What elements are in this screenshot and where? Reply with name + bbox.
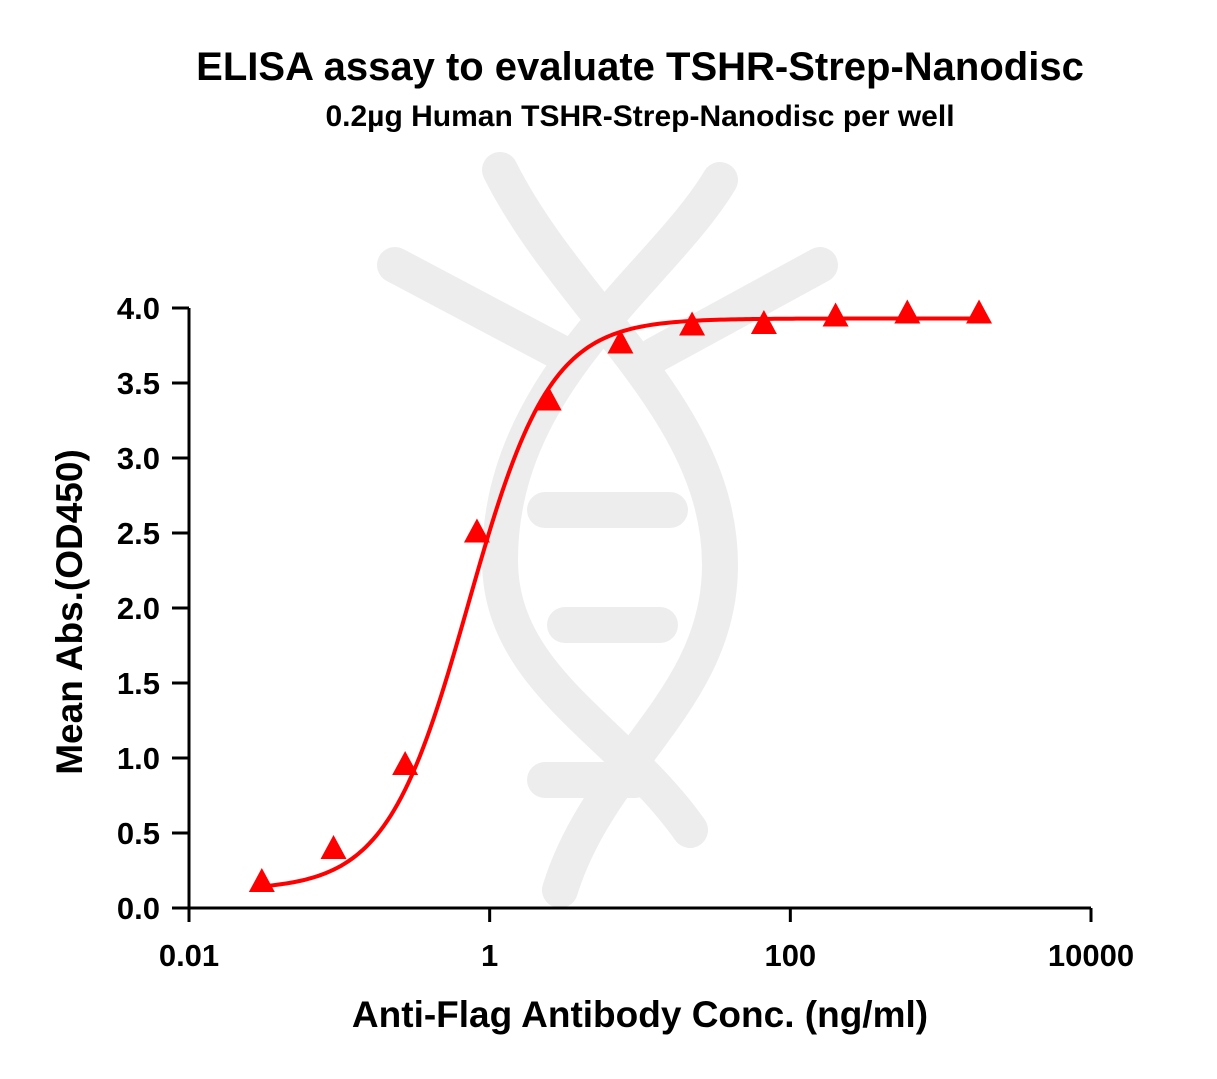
x-axis-label: Anti-Flag Antibody Conc. (ng/ml): [352, 994, 928, 1035]
data-point-triangle: [535, 386, 562, 411]
watermark-strand-right: [481, 162, 738, 848]
x-tick-label: 100: [764, 938, 816, 973]
x-tick-label: 0.01: [159, 938, 219, 973]
data-point-triangle: [248, 868, 275, 893]
data-points: [248, 299, 993, 893]
y-tick-label: 0.0: [117, 891, 160, 926]
y-tick-label: 3.0: [117, 441, 160, 476]
data-point-triangle: [320, 835, 347, 860]
data-point-triangle: [894, 299, 921, 324]
y-ticks: 0.0 0.5 1.0 1.5 2.0 2.5 3.0 3.5 4.0: [117, 291, 189, 926]
x-ticks: 0.01 1 100 10000: [159, 908, 1134, 973]
data-point-triangle: [392, 751, 419, 776]
chart-subtitle: 0.2µg Human TSHR-Strep-Nanodisc per well: [325, 100, 955, 133]
watermark-bar-1: [377, 247, 583, 373]
data-point-triangle: [966, 299, 993, 324]
data-point-triangle: [679, 311, 706, 336]
x-tick-label: 10000: [1048, 938, 1134, 973]
dna-watermark-icon: [377, 152, 838, 908]
data-point-triangle: [607, 329, 634, 354]
x-tick-label: 1: [481, 938, 498, 973]
y-tick-label: 2.0: [117, 591, 160, 626]
y-tick-label: 1.5: [117, 666, 160, 701]
watermark-bar-2: [637, 247, 838, 373]
y-tick-label: 3.5: [117, 366, 160, 401]
y-tick-label: 0.5: [117, 816, 160, 851]
data-point-triangle: [822, 302, 849, 327]
y-tick-label: 2.5: [117, 516, 160, 551]
y-tick-label: 4.0: [117, 291, 160, 326]
data-point-triangle: [463, 518, 490, 543]
data-point-triangle: [750, 310, 777, 335]
chart-title: ELISA assay to evaluate TSHR-Strep-Nanod…: [196, 45, 1084, 89]
y-tick-label: 1.0: [117, 741, 160, 776]
y-axis-label: Mean Abs.(OD450): [49, 449, 90, 775]
